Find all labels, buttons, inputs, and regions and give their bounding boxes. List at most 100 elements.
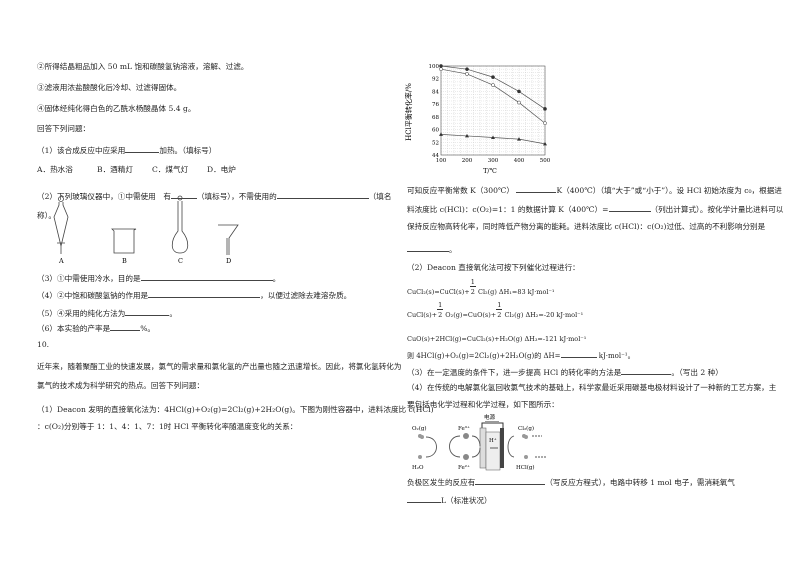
q1-text: （1）该合成反应中应采用 [37, 146, 126, 155]
x-tick-label: 500 [540, 158, 551, 164]
answer-blank[interactable] [125, 307, 170, 316]
h2o-molecule-icon [418, 455, 422, 459]
equation-2: CuCl(s)+ 1 2 O₂(g)=CuO(s)+ 1 2 Cl₂(g) ΔH₂=-2… [407, 301, 583, 320]
q6-end: %。 [140, 324, 155, 333]
q10-intro-1: 近年来，随着聚酯工业的快速发展，氯气的需求量和氯化氢的产出量也随之迅速增长。因此… [37, 362, 402, 371]
answer-blank[interactable] [407, 494, 441, 503]
text: K（400℃）（填“大于”或“小于”）。设 HCl 初始浓度为 c₀，根据进 [556, 186, 782, 195]
q10-part1-a: （1）Deacon 发明的直接氧化法为：4HCl(g)+O₂(g)=2Cl₂(g… [37, 405, 434, 414]
option-b: B．酒精灯 [97, 165, 133, 174]
part4-line1: （4）在传统的电解氯化氢回收氯气技术的基础上，科学家最近采用碳基电极材料设计了一… [407, 383, 777, 392]
hcl-conversion-chart: 44 52 60 68 76 84 92 100 100 200 300 400 500 HCl平衡转化… [404, 64, 551, 175]
data-point [465, 133, 469, 138]
answer-blank[interactable] [608, 203, 651, 212]
q1-options: A．热水浴 B．酒精灯 C．煤气灯 D．电炉 [37, 165, 236, 175]
q2-text-end: （填名 [368, 192, 392, 201]
part2-intro: （2）Deacon 直接氧化法可按下列催化过程进行： [407, 263, 580, 272]
answer-blank[interactable] [148, 289, 261, 298]
data-point [517, 137, 521, 141]
answer-blank[interactable] [475, 476, 546, 485]
text: 可知反应平衡常数 K（300℃） [407, 186, 515, 195]
text: kJ·mol⁻¹。 [598, 352, 635, 360]
data-point [491, 135, 495, 140]
q2-text-mid: （填标号），不需使用的 [196, 192, 277, 201]
answer-blank[interactable] [125, 144, 160, 153]
answer-blank[interactable] [140, 272, 273, 281]
q2-continuation: 称）。 [37, 211, 56, 220]
x-tick-label: 200 [462, 158, 473, 164]
part1-k-compare: 可知反应平衡常数 K（300℃） K（400℃）（填“大于”或“小于”）。设 H… [407, 184, 782, 196]
answer-blank[interactable] [170, 190, 197, 199]
q4-text: （4）②中饱和碳酸氢钠的作用是 [37, 291, 149, 300]
text: （写反应方程式），电路中转移 1 mol 电子，需消耗氧气 [545, 478, 735, 487]
x-tick-label: 100 [436, 158, 447, 164]
beaker-icon [111, 228, 137, 254]
q5-end: 。 [169, 309, 177, 318]
data-point [465, 67, 469, 72]
label-d: D [226, 257, 231, 265]
data-point [465, 72, 469, 76]
y-tick-label: 76 [432, 102, 439, 108]
q10-intro-2: 氯气的技术成为科学研究的热点。回答下列问题： [37, 381, 205, 390]
answer-blank[interactable] [516, 184, 557, 193]
option-a: A．热水浴 [37, 165, 73, 174]
text: L（标准状况） [441, 496, 492, 505]
data-point [491, 75, 495, 79]
data-point [439, 132, 443, 136]
electrolysis-diagram: 电源 H⁺ O₂(g) Fe³⁺ H₂O Fe²⁺ Cl₂(g) HCl(g) [412, 413, 546, 471]
q10-part1-b: ：c(O₂)分别等于 1：1、4：1、7：1时 HCl 平衡转化率随温度变化的关… [37, 422, 298, 431]
denominator: 2 [497, 311, 502, 319]
fe2-label: Fe²⁺ [458, 464, 470, 471]
answer-blank[interactable] [110, 322, 141, 331]
text: 料浓度比 c(HCl)：c(O₂)=1：1 的数据计算 K（400℃）= [407, 205, 609, 214]
text: 负极区发生的反应有 [407, 478, 476, 487]
y-tick-label: 92 [432, 77, 439, 83]
part1-k-calc: 料浓度比 c(HCl)：c(O₂)=1：1 的数据计算 K（400℃）= （列出计… [407, 203, 783, 215]
text: CuCl(s)+ [407, 311, 438, 319]
q1-text-end: 加热。（填标号） [159, 146, 217, 155]
label-c: C [178, 257, 183, 265]
part4-question: 负极区发生的反应有 （写反应方程式），电路中转移 1 mol 电子，需消耗氧气 [407, 476, 735, 488]
answer-blank[interactable] [560, 349, 597, 358]
answer-blank[interactable] [407, 243, 449, 252]
part4-line2: 要包括电化学过程和化学过程，如下图所示： [407, 400, 559, 409]
text: CuCl₂(s)=CuCl(s)+ [407, 288, 470, 296]
data-point [543, 107, 547, 111]
anode-icon [500, 428, 504, 468]
y-tick-label: 44 [432, 153, 439, 159]
denominator: 2 [470, 288, 475, 296]
question-3: （3）①中需使用冷水，目的是 。 [37, 272, 280, 284]
cathode-icon [479, 427, 487, 469]
numerator: 1 [496, 301, 503, 310]
question-6: （6）本实验的产率是 %。 [37, 322, 155, 334]
y-tick-label: 68 [432, 115, 439, 121]
text: 则 4HCl(g)+O₂(g)=2Cl₂(g)+2H₂O(g)的 ΔH= [407, 352, 561, 360]
cycle-arrows-icon [425, 435, 546, 458]
option-d: D．电炉 [207, 165, 236, 174]
text: O₂(g)=CuO(s)+ [445, 311, 497, 319]
data-point [517, 100, 521, 105]
power-source-icon [485, 421, 499, 424]
answer-blank[interactable] [621, 366, 672, 375]
h2o-label: H₂O [412, 465, 424, 471]
hcl-label: HCl(g) [516, 464, 535, 471]
question-1: （1）该合成反应中应采用 加热。（填标号） [37, 144, 216, 156]
equation-3: CuO(s)+2HCl(g)=CuCl₂(s)+H₂O(g) ΔH₃=-121 … [407, 335, 587, 343]
part3: （3）在一定温度的条件下，进一步提高 HCl 的转化率的方法是 。（写出 2 种） [407, 366, 723, 378]
q2-text: （2）下列玻璃仪器中，①中需使用 有 [37, 192, 171, 201]
answer-blank[interactable] [276, 190, 369, 199]
equation-total: 则 4HCl(g)+O₂(g)=2Cl₂(g)+2H₂O(g)的 ΔH= kJ·… [407, 349, 635, 361]
q3-text: （3）①中需使用冷水，目的是 [37, 274, 141, 283]
data-point [439, 64, 443, 68]
fe3-ion-icon [463, 433, 469, 439]
text: （列出计算式）。按化学计量比进料可以 [650, 205, 784, 214]
q6-text: （6）本实验的产率是 [37, 324, 111, 333]
x-axis-label: T/℃ [483, 167, 497, 175]
data-point [439, 67, 443, 72]
answer-prompt: 回答下列问题： [37, 124, 91, 133]
y-tick-label: 52 [432, 140, 439, 146]
part1-ratio-effect: 保持反应物高转化率，同时降低产物分离的能耗。进料浓度比 c(HCl)：c(O₂)… [407, 222, 766, 231]
y-tick-label: 60 [432, 128, 439, 134]
